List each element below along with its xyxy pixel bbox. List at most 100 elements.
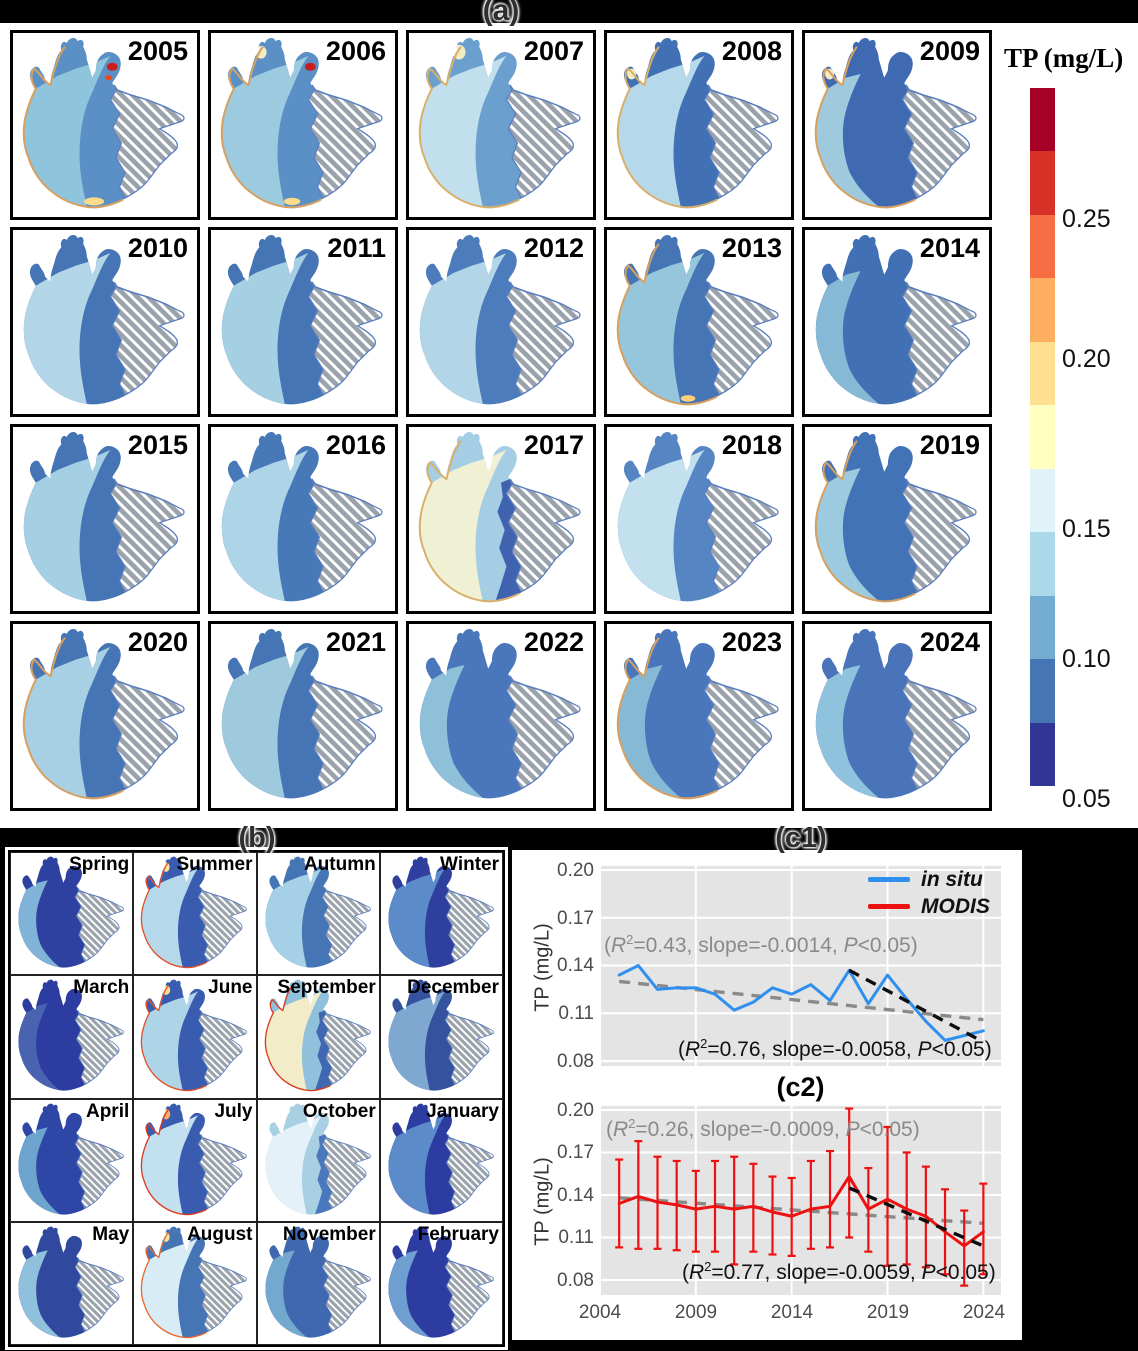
year-label: 2022 <box>523 627 584 657</box>
west-shore-region <box>617 665 681 798</box>
chart-legend: in situ MODIS <box>868 866 990 920</box>
lake-map <box>617 431 779 602</box>
year-label: 2013 <box>721 233 782 263</box>
west-shore-region <box>264 1249 307 1338</box>
west-shore-region <box>419 252 507 404</box>
colorbar-segment <box>1030 405 1055 469</box>
colorbar-segment <box>1030 278 1055 342</box>
year-label: 2020 <box>127 627 188 657</box>
excluded-hatched-region <box>901 675 977 790</box>
lake-map <box>221 234 383 405</box>
month-label: January <box>426 1100 499 1122</box>
year-label: 2018 <box>721 430 782 460</box>
c2-ytick: 0.17 <box>557 1142 594 1163</box>
shoreline-edge <box>616 637 718 800</box>
c2-recent-trend-line <box>848 1186 985 1248</box>
excluded-hatched-region <box>703 84 779 199</box>
excluded-hatched-region <box>505 478 581 593</box>
x-axis-tick: 2019 <box>866 1302 910 1323</box>
west-shore-region <box>815 665 879 798</box>
c1-ytick: 0.20 <box>557 860 594 881</box>
month-map-cell-autumn: Autumn <box>256 852 380 976</box>
lake-map <box>814 37 977 209</box>
lake-map <box>23 431 185 602</box>
colorbar-tick: 0.10 <box>1062 645 1111 673</box>
c1-ytick: 0.08 <box>557 1051 594 1072</box>
colorbar-segment <box>1030 659 1055 723</box>
colorbar-gradient <box>1030 88 1055 786</box>
month-map-cell-september: September <box>256 975 380 1099</box>
x-axis-tick: 2014 <box>770 1302 814 1323</box>
excluded-hatched-region <box>307 84 383 199</box>
c2-overall-trend-annotation: (R2=0.26, slope=-0.0009, P<0.05) <box>606 1116 920 1141</box>
shoreline-edge <box>616 243 718 406</box>
colorbar-segment <box>1030 532 1055 596</box>
excluded-hatched-region <box>74 1133 124 1209</box>
west-shore-region <box>18 1249 60 1338</box>
month-label: Winter <box>440 854 499 875</box>
lake-map <box>264 979 371 1092</box>
lake-map <box>264 1226 371 1338</box>
month-map-cell-summer: Summer <box>133 852 257 976</box>
excluded-hatched-region <box>109 675 185 790</box>
panel-b-label: (b) <box>238 822 276 854</box>
shoreline-edge <box>418 46 520 209</box>
month-label: November <box>282 1223 376 1245</box>
shoreline-edge <box>814 46 916 209</box>
year-label: 2010 <box>127 233 188 263</box>
shoreline-edge <box>418 440 520 603</box>
panel-c1-label: (c1) <box>775 822 827 854</box>
c2-recent-trend-annotation: (R2=0.77, slope=-0.0059, P<0.05) <box>682 1259 996 1284</box>
hotspot <box>283 197 301 206</box>
colorbar: TP (mg/L) 0.25 0.20 0.15 0.10 0.05 <box>1000 23 1138 818</box>
year-label: 2023 <box>721 627 782 657</box>
west-shore-region <box>419 449 507 601</box>
c1-ytick: 0.17 <box>557 908 594 929</box>
x-axis-tick: 2024 <box>962 1302 1006 1323</box>
panel-b-season-month-maps-grid: Spring Summer Autumn Winter March June S… <box>10 852 503 1345</box>
year-label: 2009 <box>919 36 980 66</box>
west-shore-region <box>141 1114 199 1214</box>
west-shore-region <box>18 1126 60 1214</box>
lake-map <box>221 431 383 602</box>
lake-map <box>388 979 494 1091</box>
month-label: March <box>73 977 130 999</box>
year-label: 2007 <box>523 36 584 66</box>
year-map-cell-2015: 2015 <box>10 424 200 614</box>
shoreline-edge <box>616 46 718 209</box>
excluded-hatched-region <box>321 887 371 962</box>
year-map-cell-2013: 2013 <box>604 227 794 417</box>
year-map-cell-2022: 2022 <box>406 621 596 811</box>
excluded-hatched-region <box>307 281 383 396</box>
west-shore-region <box>388 868 445 968</box>
excluded-hatched-region <box>307 675 383 790</box>
west-shore-region <box>141 1238 199 1338</box>
colorbar-segment <box>1030 341 1055 406</box>
lake-map <box>18 1103 124 1215</box>
excluded-hatched-region <box>703 478 779 593</box>
excluded-hatched-region <box>505 281 581 396</box>
west-shore-region <box>221 252 309 404</box>
excluded-hatched-region <box>901 478 977 593</box>
colorbar-segment <box>1030 88 1055 152</box>
month-map-cell-april: April <box>10 1098 134 1222</box>
c1-recent-trend-line <box>848 968 985 1044</box>
legend-label: in situ <box>921 867 983 891</box>
month-map-cell-spring: Spring <box>10 852 134 976</box>
month-map-cell-october: October <box>256 1098 380 1222</box>
legend-label: MODIS <box>921 894 990 918</box>
hotspot <box>627 68 637 80</box>
west-shore-region <box>221 646 309 798</box>
shoreline-edge <box>814 440 916 603</box>
trend-charts <box>599 866 1001 1295</box>
c1-in-situ-line <box>617 964 985 1042</box>
c2-ytick: 0.20 <box>557 1100 594 1121</box>
excluded-hatched-region <box>197 887 248 962</box>
year-label: 2012 <box>523 233 584 263</box>
lake-map <box>141 1103 248 1215</box>
lake-map <box>22 37 185 209</box>
year-label: 2021 <box>325 627 386 657</box>
excluded-hatched-region <box>444 1256 494 1332</box>
month-map-cell-august: August <box>133 1221 257 1345</box>
colorbar-tick: 0.25 <box>1062 205 1111 233</box>
